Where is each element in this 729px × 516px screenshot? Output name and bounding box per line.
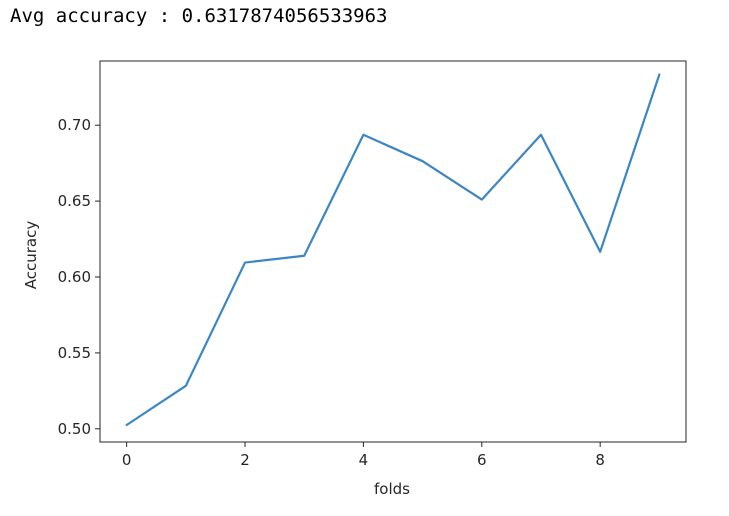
y-axis-ticks: 0.50 0.55 0.60 0.65 0.70 bbox=[58, 116, 100, 438]
x-tick-label: 0 bbox=[122, 451, 132, 469]
x-tick-label: 4 bbox=[359, 451, 369, 469]
y-tick-label: 0.70 bbox=[58, 116, 91, 134]
series-line bbox=[125, 73, 661, 427]
y-tick-label: 0.60 bbox=[58, 268, 91, 286]
plot-area bbox=[99, 60, 687, 443]
x-tick-label: 2 bbox=[240, 451, 250, 469]
x-tick-label: 8 bbox=[595, 451, 605, 469]
output-text: Avg accuracy : 0.6317874056533963 bbox=[10, 5, 388, 27]
y-axis-label: Accuracy bbox=[22, 221, 40, 290]
series-layer bbox=[125, 73, 661, 427]
x-axis-label: folds bbox=[374, 480, 410, 498]
x-tick-label: 6 bbox=[477, 451, 487, 469]
y-tick-label: 0.65 bbox=[58, 192, 91, 210]
y-tick-label: 0.50 bbox=[58, 420, 91, 438]
y-tick-label: 0.55 bbox=[58, 344, 91, 362]
x-axis-ticks: 0 2 4 6 8 bbox=[122, 442, 605, 469]
